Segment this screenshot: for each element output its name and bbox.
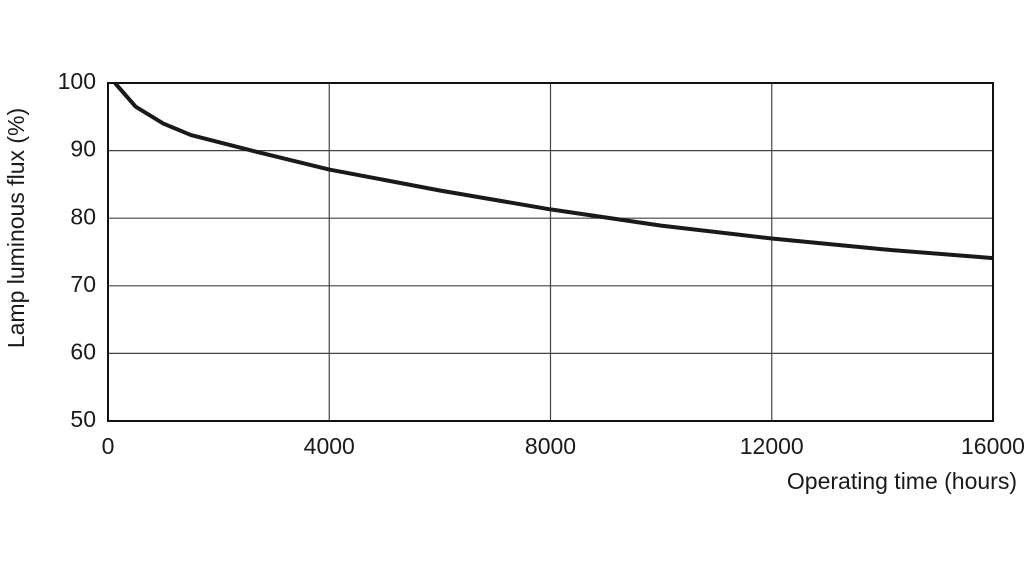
data-line bbox=[113, 81, 994, 261]
x-tick-label: 16000 bbox=[961, 433, 1024, 459]
y-tick-label: 100 bbox=[58, 68, 96, 94]
y-tick-label: 80 bbox=[70, 203, 96, 229]
x-tick-label: 4000 bbox=[304, 433, 355, 459]
plot-frame bbox=[107, 82, 994, 422]
y-tick-label: 50 bbox=[70, 406, 96, 432]
x-tick-label: 0 bbox=[102, 433, 115, 459]
y-tick-label: 70 bbox=[70, 271, 96, 297]
x-axis-label: Operating time (hours) bbox=[787, 468, 1017, 494]
y-axis-label: Lamp luminous flux (%) bbox=[3, 108, 29, 348]
y-tick-label: 90 bbox=[70, 136, 96, 162]
x-tick-label: 8000 bbox=[525, 433, 576, 459]
y-tick-label: 60 bbox=[70, 338, 96, 364]
x-tick-label: 12000 bbox=[740, 433, 804, 459]
